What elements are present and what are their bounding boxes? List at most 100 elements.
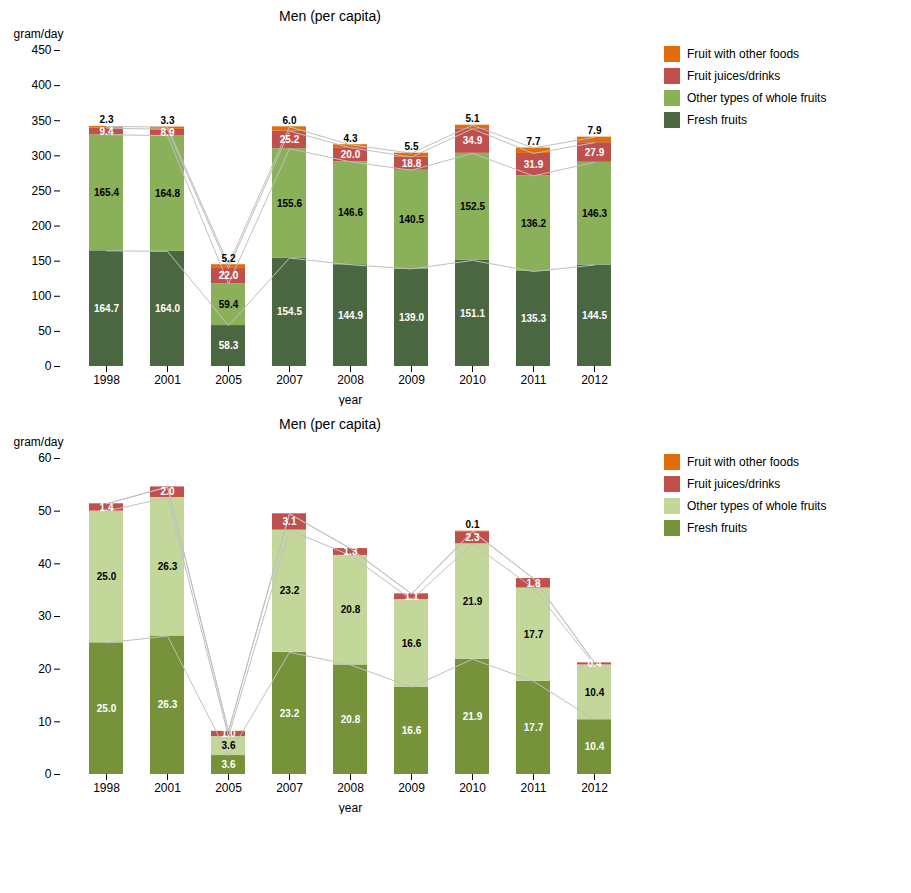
svg-text:155.6: 155.6 [277,198,302,209]
svg-text:18.8: 18.8 [402,158,422,169]
svg-text:2005: 2005 [215,781,242,795]
svg-text:1.3: 1.3 [344,546,358,557]
svg-text:5.5: 5.5 [405,141,419,152]
svg-text:2001: 2001 [154,373,181,387]
svg-text:2008: 2008 [337,373,364,387]
svg-text:25.0: 25.0 [97,703,117,714]
svg-text:20: 20 [38,662,52,676]
svg-text:144.9: 144.9 [338,310,363,321]
svg-text:20.8: 20.8 [341,714,361,725]
svg-text:17.7: 17.7 [524,629,544,640]
svg-text:0.4: 0.4 [588,658,602,669]
svg-text:27.9: 27.9 [585,147,605,158]
svg-text:9.4: 9.4 [100,126,114,137]
svg-text:20.8: 20.8 [341,604,361,615]
svg-text:1998: 1998 [93,781,120,795]
svg-text:300: 300 [31,149,51,163]
svg-text:2010: 2010 [459,373,486,387]
svg-text:3.1: 3.1 [283,516,297,527]
svg-text:10.4: 10.4 [585,741,605,752]
svg-text:164.0: 164.0 [155,303,180,314]
svg-text:26.3: 26.3 [158,561,178,572]
svg-text:2007: 2007 [276,781,303,795]
svg-text:165.4: 165.4 [94,187,119,198]
svg-text:250: 250 [31,184,51,198]
svg-text:1998: 1998 [93,373,120,387]
svg-text:10: 10 [38,715,52,729]
svg-text:146.3: 146.3 [582,208,607,219]
svg-text:2010: 2010 [459,781,486,795]
svg-text:50: 50 [38,324,52,338]
svg-text:3.6: 3.6 [222,740,236,751]
svg-text:2009: 2009 [398,373,425,387]
svg-text:2008: 2008 [337,781,364,795]
svg-text:7.9: 7.9 [588,125,602,136]
svg-text:25.0: 25.0 [97,571,117,582]
svg-text:135.3: 135.3 [521,313,546,324]
svg-text:26.3: 26.3 [158,699,178,710]
svg-text:3.3: 3.3 [161,115,175,126]
svg-text:2007: 2007 [276,373,303,387]
svg-text:2001: 2001 [154,781,181,795]
svg-text:2005: 2005 [215,373,242,387]
svg-text:31.9: 31.9 [524,159,544,170]
svg-text:5.2: 5.2 [222,253,236,264]
svg-text:144.5: 144.5 [582,310,607,321]
svg-text:5.1: 5.1 [466,113,480,124]
svg-text:23.2: 23.2 [280,708,300,719]
svg-text:100: 100 [31,289,51,303]
svg-text:7.7: 7.7 [527,136,541,147]
svg-text:2012: 2012 [581,373,608,387]
svg-text:50: 50 [38,504,52,518]
svg-text:146.6: 146.6 [338,207,363,218]
svg-text:164.8: 164.8 [155,188,180,199]
svg-text:2.3: 2.3 [100,114,114,125]
svg-text:450: 450 [31,43,51,57]
svg-text:gram/day: gram/day [14,435,64,449]
svg-text:2009: 2009 [398,781,425,795]
svg-text:22.0: 22.0 [219,270,239,281]
svg-text:17.7: 17.7 [524,722,544,733]
svg-text:40: 40 [38,557,52,571]
svg-text:1.8: 1.8 [527,578,541,589]
svg-text:21.9: 21.9 [463,596,483,607]
svg-text:20.0: 20.0 [341,149,361,160]
svg-text:21.9: 21.9 [463,711,483,722]
svg-text:2.0: 2.0 [161,486,175,497]
svg-text:23.2: 23.2 [280,585,300,596]
svg-text:2011: 2011 [521,781,547,795]
svg-text:2011: 2011 [521,373,547,387]
svg-text:151.1: 151.1 [460,308,485,319]
svg-text:year: year [339,393,362,407]
svg-text:4.3: 4.3 [344,133,358,144]
svg-text:164.7: 164.7 [94,303,119,314]
svg-text:1.0: 1.0 [222,728,236,739]
svg-text:152.5: 152.5 [460,201,485,212]
svg-text:10.4: 10.4 [585,687,605,698]
svg-text:136.2: 136.2 [521,218,546,229]
svg-text:59.4: 59.4 [219,299,239,310]
svg-text:2.3: 2.3 [466,532,480,543]
svg-text:140.5: 140.5 [399,214,424,225]
svg-text:30: 30 [38,609,52,623]
svg-text:25.2: 25.2 [280,134,300,145]
svg-text:2012: 2012 [581,781,608,795]
svg-text:1.4: 1.4 [100,502,114,513]
svg-text:60: 60 [38,451,52,465]
svg-text:139.0: 139.0 [399,312,424,323]
svg-text:8.9: 8.9 [161,127,175,138]
svg-text:154.5: 154.5 [277,306,302,317]
svg-text:0.1: 0.1 [466,519,480,530]
svg-text:150: 150 [31,254,51,268]
svg-text:0: 0 [45,767,52,781]
svg-text:34.9: 34.9 [463,135,483,146]
svg-text:200: 200 [31,219,51,233]
svg-text:350: 350 [31,114,51,128]
svg-text:400: 400 [31,78,51,92]
svg-text:3.6: 3.6 [222,759,236,770]
svg-text:gram/day: gram/day [14,27,64,41]
svg-text:0: 0 [45,359,52,373]
svg-text:16.6: 16.6 [402,638,422,649]
svg-text:1.1: 1.1 [405,591,419,602]
svg-text:6.0: 6.0 [283,115,297,126]
